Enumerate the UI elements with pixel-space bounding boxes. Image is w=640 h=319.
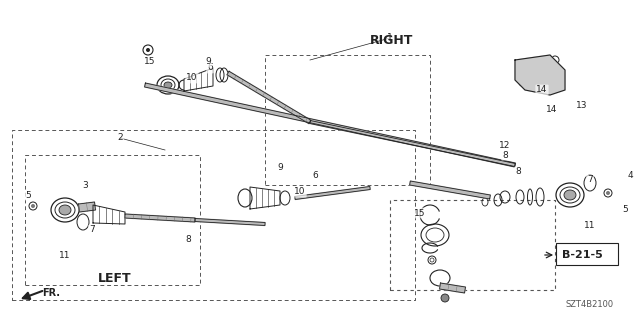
Text: 13: 13 [576,100,588,109]
Text: 4: 4 [627,170,633,180]
Text: 12: 12 [499,140,511,150]
Polygon shape [227,71,311,124]
Polygon shape [145,83,515,167]
Text: 8: 8 [515,167,521,176]
Text: 10: 10 [294,188,306,197]
Text: RIGHT: RIGHT [370,33,413,47]
Polygon shape [515,55,565,95]
Text: 5: 5 [622,205,628,214]
Text: 7: 7 [89,226,95,234]
Text: 11: 11 [584,220,596,229]
Text: LEFT: LEFT [98,271,132,285]
Ellipse shape [164,82,172,88]
Text: 6: 6 [312,170,318,180]
Text: 11: 11 [60,250,71,259]
Circle shape [441,294,449,302]
Text: 14: 14 [547,106,557,115]
Text: 6: 6 [207,63,213,72]
Text: 7: 7 [587,175,593,184]
Text: 9: 9 [277,164,283,173]
Text: FR.: FR. [42,288,60,298]
Text: 8: 8 [502,151,508,160]
Text: 1: 1 [387,33,393,42]
Text: 3: 3 [82,181,88,189]
Ellipse shape [564,190,576,200]
Polygon shape [440,283,465,293]
Polygon shape [410,181,490,199]
Text: 9: 9 [205,57,211,66]
Text: 10: 10 [186,73,198,83]
Text: B-21-5: B-21-5 [562,250,603,260]
Polygon shape [295,187,370,199]
Text: 5: 5 [25,190,31,199]
Text: 14: 14 [536,85,548,94]
Ellipse shape [59,205,71,215]
Polygon shape [195,219,265,226]
Polygon shape [310,121,515,167]
Text: 15: 15 [144,57,156,66]
Text: SZT4B2100: SZT4B2100 [566,300,614,309]
Text: 8: 8 [185,235,191,244]
Polygon shape [79,202,95,212]
Polygon shape [125,214,195,222]
Text: 15: 15 [414,209,426,218]
Text: 2: 2 [117,133,123,143]
Circle shape [146,48,150,52]
Circle shape [606,191,610,195]
Circle shape [31,204,35,208]
